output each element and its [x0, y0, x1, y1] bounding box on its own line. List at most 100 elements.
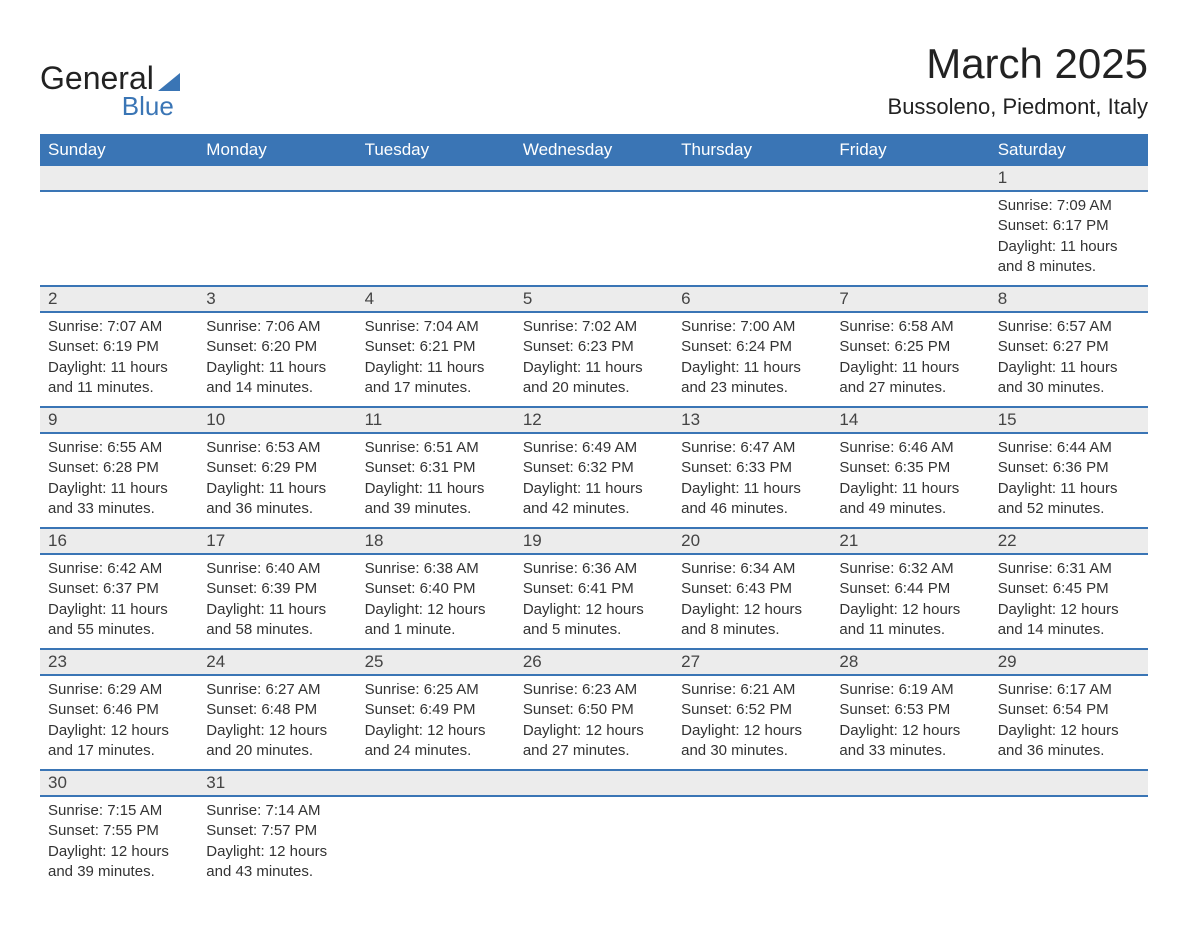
day-dl2: and 20 minutes. [523, 378, 665, 398]
day-dl2: and 49 minutes. [839, 499, 981, 519]
day-detail-cell: Sunrise: 6:46 AMSunset: 6:35 PMDaylight:… [831, 433, 989, 528]
day-sunset: Sunset: 6:48 PM [206, 700, 348, 720]
day-dl2: and 27 minutes. [839, 378, 981, 398]
day-number-cell: 3 [198, 286, 356, 312]
day-detail-cell: Sunrise: 6:51 AMSunset: 6:31 PMDaylight:… [357, 433, 515, 528]
day-sunset: Sunset: 6:46 PM [48, 700, 190, 720]
logo-word-blue: Blue [40, 91, 174, 122]
day-sunset: Sunset: 6:25 PM [839, 337, 981, 357]
day-sunrise: Sunrise: 6:47 AM [681, 438, 823, 458]
day-detail-cell [831, 796, 989, 890]
day-detail-cell: Sunrise: 6:36 AMSunset: 6:41 PMDaylight:… [515, 554, 673, 649]
day-sunset: Sunset: 6:44 PM [839, 579, 981, 599]
day-dl1: Daylight: 11 hours [681, 479, 823, 499]
day-sunrise: Sunrise: 6:49 AM [523, 438, 665, 458]
day-detail-cell: Sunrise: 6:29 AMSunset: 6:46 PMDaylight:… [40, 675, 198, 770]
detail-row: Sunrise: 6:55 AMSunset: 6:28 PMDaylight:… [40, 433, 1148, 528]
day-sunrise: Sunrise: 7:14 AM [206, 801, 348, 821]
day-sunrise: Sunrise: 6:19 AM [839, 680, 981, 700]
day-sunset: Sunset: 6:31 PM [365, 458, 507, 478]
day-sunrise: Sunrise: 6:34 AM [681, 559, 823, 579]
day-detail-cell: Sunrise: 7:06 AMSunset: 6:20 PMDaylight:… [198, 312, 356, 407]
day-number-cell: 18 [357, 528, 515, 554]
day-dl1: Daylight: 11 hours [48, 479, 190, 499]
day-sunrise: Sunrise: 6:23 AM [523, 680, 665, 700]
day-sunset: Sunset: 6:40 PM [365, 579, 507, 599]
day-number-cell [831, 770, 989, 796]
day-dl2: and 55 minutes. [48, 620, 190, 640]
day-sunset: Sunset: 7:57 PM [206, 821, 348, 841]
day-sunrise: Sunrise: 6:21 AM [681, 680, 823, 700]
day-dl2: and 23 minutes. [681, 378, 823, 398]
day-sunrise: Sunrise: 7:06 AM [206, 317, 348, 337]
day-dl2: and 58 minutes. [206, 620, 348, 640]
day-sunrise: Sunrise: 7:02 AM [523, 317, 665, 337]
day-number-cell: 5 [515, 286, 673, 312]
day-dl2: and 39 minutes. [365, 499, 507, 519]
day-number-cell [357, 166, 515, 191]
day-detail-cell: Sunrise: 6:58 AMSunset: 6:25 PMDaylight:… [831, 312, 989, 407]
day-sunset: Sunset: 6:41 PM [523, 579, 665, 599]
day-number-cell [40, 166, 198, 191]
day-number-cell: 4 [357, 286, 515, 312]
day-dl2: and 52 minutes. [998, 499, 1140, 519]
day-dl2: and 33 minutes. [839, 741, 981, 761]
daynum-row: 23242526272829 [40, 649, 1148, 675]
day-detail-cell: Sunrise: 7:09 AMSunset: 6:17 PMDaylight:… [990, 191, 1148, 286]
day-sunrise: Sunrise: 6:38 AM [365, 559, 507, 579]
day-sunset: Sunset: 6:33 PM [681, 458, 823, 478]
day-dl1: Daylight: 12 hours [839, 600, 981, 620]
day-detail-cell: Sunrise: 6:53 AMSunset: 6:29 PMDaylight:… [198, 433, 356, 528]
weekday-header: Thursday [673, 134, 831, 166]
day-detail-cell: Sunrise: 6:19 AMSunset: 6:53 PMDaylight:… [831, 675, 989, 770]
day-sunset: Sunset: 6:24 PM [681, 337, 823, 357]
day-number-cell: 10 [198, 407, 356, 433]
detail-row: Sunrise: 6:29 AMSunset: 6:46 PMDaylight:… [40, 675, 1148, 770]
day-number-cell: 14 [831, 407, 989, 433]
day-dl1: Daylight: 12 hours [365, 721, 507, 741]
day-dl2: and 39 minutes. [48, 862, 190, 882]
day-sunset: Sunset: 6:21 PM [365, 337, 507, 357]
day-detail-cell: Sunrise: 6:40 AMSunset: 6:39 PMDaylight:… [198, 554, 356, 649]
day-dl1: Daylight: 12 hours [998, 600, 1140, 620]
day-dl1: Daylight: 11 hours [48, 358, 190, 378]
day-number-cell [990, 770, 1148, 796]
day-dl1: Daylight: 11 hours [998, 358, 1140, 378]
day-detail-cell: Sunrise: 6:55 AMSunset: 6:28 PMDaylight:… [40, 433, 198, 528]
day-dl2: and 11 minutes. [839, 620, 981, 640]
daynum-row: 1 [40, 166, 1148, 191]
day-number-cell: 1 [990, 166, 1148, 191]
day-number-cell: 7 [831, 286, 989, 312]
day-sunrise: Sunrise: 7:00 AM [681, 317, 823, 337]
day-detail-cell: Sunrise: 7:02 AMSunset: 6:23 PMDaylight:… [515, 312, 673, 407]
weekday-header: Wednesday [515, 134, 673, 166]
day-number-cell: 23 [40, 649, 198, 675]
weekday-header: Saturday [990, 134, 1148, 166]
day-detail-cell: Sunrise: 6:38 AMSunset: 6:40 PMDaylight:… [357, 554, 515, 649]
day-sunset: Sunset: 6:20 PM [206, 337, 348, 357]
day-sunrise: Sunrise: 6:17 AM [998, 680, 1140, 700]
day-number-cell: 6 [673, 286, 831, 312]
detail-row: Sunrise: 7:07 AMSunset: 6:19 PMDaylight:… [40, 312, 1148, 407]
day-number-cell: 21 [831, 528, 989, 554]
day-dl2: and 5 minutes. [523, 620, 665, 640]
day-dl2: and 36 minutes. [998, 741, 1140, 761]
day-detail-cell: Sunrise: 6:49 AMSunset: 6:32 PMDaylight:… [515, 433, 673, 528]
calendar-body: 1Sunrise: 7:09 AMSunset: 6:17 PMDaylight… [40, 166, 1148, 890]
day-dl2: and 30 minutes. [998, 378, 1140, 398]
day-detail-cell [831, 191, 989, 286]
day-dl1: Daylight: 11 hours [839, 479, 981, 499]
day-sunrise: Sunrise: 6:51 AM [365, 438, 507, 458]
day-dl1: Daylight: 11 hours [365, 479, 507, 499]
day-dl2: and 24 minutes. [365, 741, 507, 761]
day-detail-cell: Sunrise: 6:44 AMSunset: 6:36 PMDaylight:… [990, 433, 1148, 528]
day-number-cell: 8 [990, 286, 1148, 312]
day-dl2: and 17 minutes. [48, 741, 190, 761]
day-dl2: and 36 minutes. [206, 499, 348, 519]
day-dl2: and 1 minute. [365, 620, 507, 640]
day-dl1: Daylight: 11 hours [206, 479, 348, 499]
day-dl1: Daylight: 11 hours [523, 479, 665, 499]
day-dl2: and 33 minutes. [48, 499, 190, 519]
detail-row: Sunrise: 7:09 AMSunset: 6:17 PMDaylight:… [40, 191, 1148, 286]
day-dl1: Daylight: 12 hours [998, 721, 1140, 741]
